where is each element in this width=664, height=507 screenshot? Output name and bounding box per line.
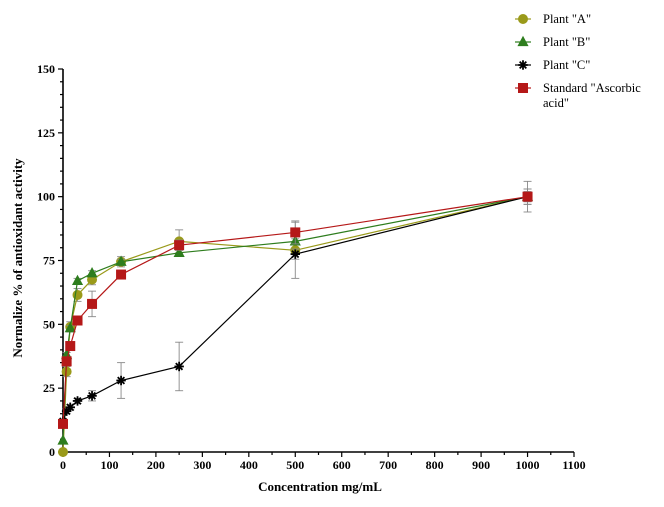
legend-item: Plant "C" xyxy=(515,58,590,72)
star-stroke xyxy=(519,61,527,69)
data-point xyxy=(174,361,184,372)
data-point xyxy=(58,447,68,457)
data-point xyxy=(290,249,300,259)
data-point xyxy=(290,227,301,238)
series-4 xyxy=(58,188,533,429)
x-tick-label: 0 xyxy=(60,458,66,472)
x-tick-label: 500 xyxy=(286,458,304,472)
legend-label-line: acid" xyxy=(543,96,569,110)
star-stroke xyxy=(88,391,97,400)
star-stroke xyxy=(66,403,75,412)
data-point xyxy=(61,356,72,367)
star-stroke xyxy=(73,396,82,405)
data-point xyxy=(116,269,127,280)
data-point xyxy=(72,315,83,326)
axes-layer: 0 100 200 300 400 500 600 700 800 900 1000 1100 0 25 5… xyxy=(37,62,586,472)
y-tick-label: 0 xyxy=(49,445,55,459)
data-point xyxy=(71,274,84,286)
legend-marker xyxy=(518,83,528,93)
x-tick-label: 1100 xyxy=(562,458,585,472)
x-tick-label: 600 xyxy=(333,458,351,472)
data-point xyxy=(86,267,98,278)
x-tick-label: 100 xyxy=(100,458,118,472)
y-tick-label: 125 xyxy=(37,126,55,140)
legend-item: Standard "Ascorbic acid" xyxy=(515,81,641,110)
legend-marker xyxy=(517,35,529,47)
data-point xyxy=(65,402,75,413)
x-tick-label: 400 xyxy=(240,458,258,472)
y-axis-title: Normalize % of antioxidant activity xyxy=(10,158,25,358)
y-tick-label: 50 xyxy=(43,317,55,331)
y-tick-label: 25 xyxy=(43,381,55,395)
x-tick-label: 1000 xyxy=(516,458,540,472)
x-tick-label: 700 xyxy=(379,458,397,472)
data-point xyxy=(87,391,97,401)
y-tick-label: 150 xyxy=(37,62,55,76)
legend: Plant "A" Plant "B" Plant "C" Standard "Asc… xyxy=(515,12,641,110)
legend-label-line: Standard "Ascorbic xyxy=(543,81,641,95)
data-point xyxy=(174,240,185,251)
data-point xyxy=(72,396,83,406)
legend-marker xyxy=(518,14,528,24)
data-point xyxy=(522,191,533,202)
y-tick-label: 100 xyxy=(37,190,55,204)
x-tick-label: 200 xyxy=(147,458,165,472)
legend-item: Plant "B" xyxy=(515,35,590,49)
data-point xyxy=(115,255,127,266)
series-layer xyxy=(57,180,534,457)
x-axis-title: Concentration mg/mL xyxy=(258,479,382,494)
data-point xyxy=(64,321,76,333)
data-point xyxy=(116,375,126,386)
legend-item: Plant "A" xyxy=(515,12,591,26)
y-tick-label: 75 xyxy=(43,254,55,268)
legend-marker xyxy=(518,60,528,70)
star-stroke xyxy=(175,362,184,371)
x-tick-label: 300 xyxy=(193,458,211,472)
legend-label: Plant "C" xyxy=(543,58,590,72)
x-tick-label: 800 xyxy=(426,458,444,472)
series-3 xyxy=(58,188,533,427)
x-tick-label: 900 xyxy=(472,458,490,472)
data-point xyxy=(173,246,185,257)
data-point xyxy=(58,418,68,429)
data-point xyxy=(87,298,98,309)
legend-label: Plant "B" xyxy=(543,35,590,49)
legend-label: Standard "Ascorbic acid" xyxy=(543,81,641,110)
data-point xyxy=(57,434,69,445)
star-stroke xyxy=(117,376,126,385)
star-stroke xyxy=(291,250,300,259)
data-point xyxy=(65,341,76,352)
legend-label: Plant "A" xyxy=(543,12,591,26)
